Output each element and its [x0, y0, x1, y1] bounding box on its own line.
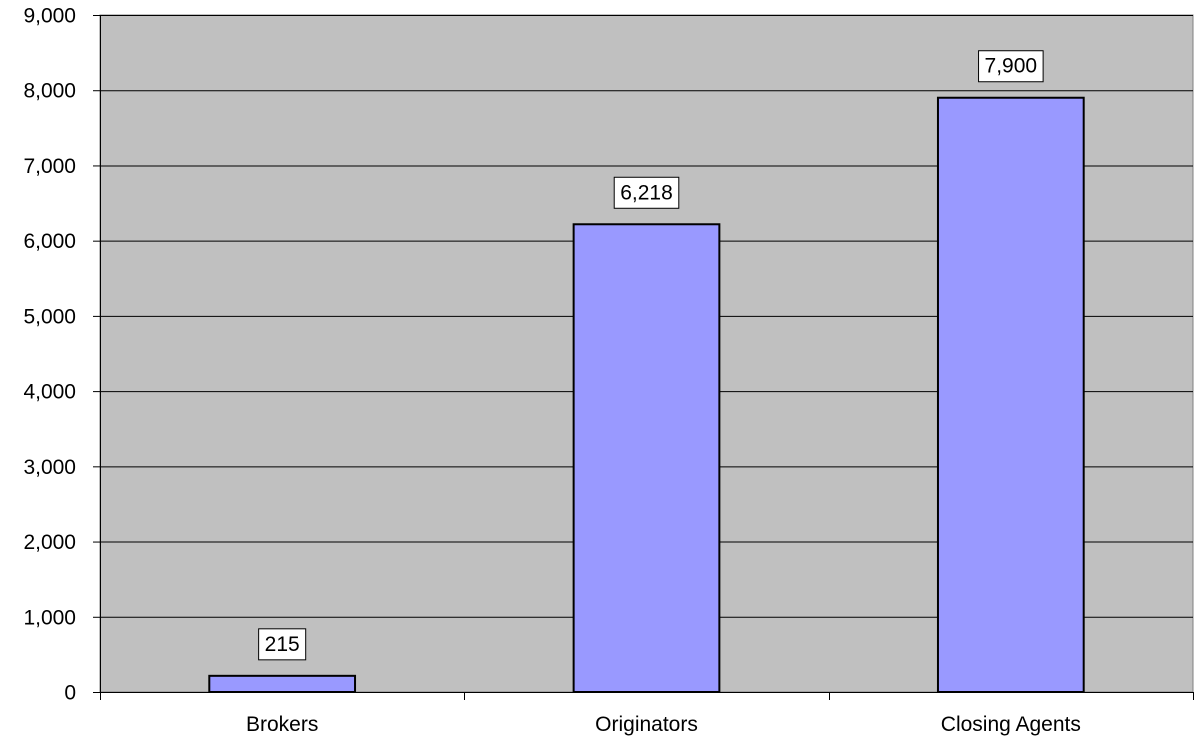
bars	[208, 96, 1085, 693]
y-tick-label: 3,000	[23, 456, 76, 479]
data-labels: 215 6,218 7,900	[258, 50, 1044, 661]
y-tick-label: 6,000	[23, 230, 76, 253]
data-label: 7,900	[978, 50, 1044, 83]
bar-closing-agents	[936, 96, 1085, 693]
x-axis: Brokers Originators Closing Agents	[100, 692, 1194, 736]
data-label-box	[258, 628, 307, 661]
y-tick-label: 4,000	[23, 381, 76, 404]
y-axis: 0 1,000 2,000 3,000 4,000 5,000 6,000 7,000 8,00…	[23, 5, 101, 705]
y-tick-label: 7,000	[23, 155, 76, 178]
x-tick-label: Brokers	[246, 713, 318, 736]
data-label-text: 7,900	[985, 55, 1038, 78]
y-tick-label: 9,000	[23, 5, 76, 28]
x-tick-label: Originators	[595, 713, 698, 736]
data-label: 6,218	[613, 176, 680, 209]
y-tick-label: 5,000	[23, 305, 76, 328]
bar-brokers	[208, 674, 357, 693]
data-label-text: 6,218	[620, 181, 673, 204]
y-tick-label: 1,000	[23, 606, 76, 629]
data-label-box	[613, 176, 680, 209]
x-tick-label: Closing Agents	[941, 713, 1081, 736]
bar-originators	[572, 223, 721, 693]
data-label-text: 215	[265, 633, 300, 656]
y-tick-label: 0	[64, 682, 76, 705]
y-tick-label: 8,000	[23, 80, 76, 103]
data-label: 215	[258, 628, 307, 661]
y-tick-label: 2,000	[23, 531, 76, 554]
data-label-box	[978, 50, 1044, 83]
